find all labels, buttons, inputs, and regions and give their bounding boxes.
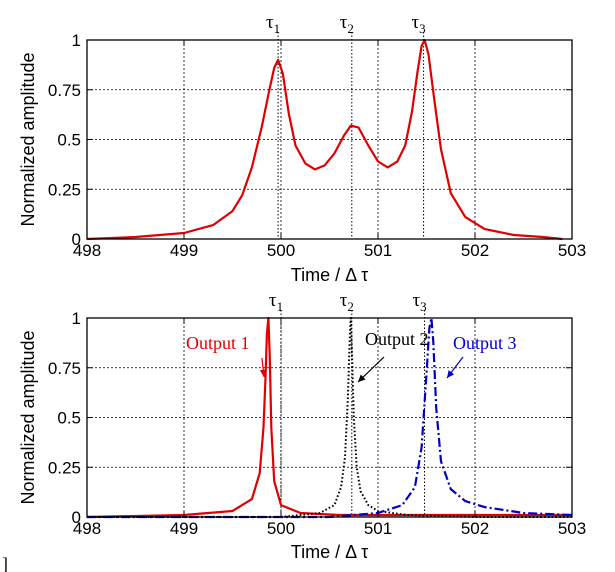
tau-marker-label: τ3 bbox=[412, 12, 426, 36]
chart-panel-2: τ1 τ2 τ3 498 499 500 501 502 503 0 0.25 0.5 0.75 1 Tim… bbox=[18, 290, 586, 562]
stray-bracket: ] bbox=[2, 554, 8, 572]
y-tick-label: 1 bbox=[72, 309, 81, 328]
x-tick-label: 501 bbox=[364, 519, 392, 538]
tau-marker-label: τ1 bbox=[266, 12, 280, 36]
y-axis-label: Normalized amplitude bbox=[18, 52, 38, 226]
y-axis-label: Normalized amplitude bbox=[18, 330, 38, 504]
x-axis-label: Time / Δ τ bbox=[291, 265, 368, 285]
annotation-label: Output 3 bbox=[453, 333, 517, 353]
x-axis-label: Time / Δ τ bbox=[291, 542, 368, 562]
tau-marker-label: τ1 bbox=[269, 290, 283, 314]
x-tick-label: 498 bbox=[73, 519, 101, 538]
tau-marker-label: τ2 bbox=[340, 290, 354, 314]
y-tick-label: 0.5 bbox=[57, 409, 81, 428]
y-tick-label: 0.75 bbox=[48, 359, 81, 378]
x-tick-label: 502 bbox=[461, 519, 489, 538]
tau-marker-label: τ2 bbox=[340, 12, 354, 36]
x-tick-label: 501 bbox=[364, 241, 392, 260]
x-tick-label: 499 bbox=[170, 519, 198, 538]
series-line-3 bbox=[87, 316, 573, 519]
y-tick-label: 0.25 bbox=[48, 458, 81, 477]
y-tick-label: 0.5 bbox=[57, 131, 81, 150]
y-tick-label: 0.25 bbox=[48, 180, 81, 199]
annotation-arrowhead bbox=[358, 374, 366, 382]
x-tick-label: 499 bbox=[170, 241, 198, 260]
x-tick-label: 498 bbox=[73, 241, 101, 260]
annotation-label: Output 1 bbox=[186, 333, 250, 353]
x-tick-label: 500 bbox=[267, 519, 295, 538]
y-tick-label: 0.75 bbox=[48, 81, 81, 100]
series-line-1 bbox=[86, 38, 563, 241]
chart-panel-1: τ1 τ2 τ3 498 499 500 501 502 503 0 0.25 0.5 0.75 1 Tim… bbox=[18, 12, 586, 285]
y-tick-label: 0 bbox=[72, 508, 81, 527]
y-tick-label: 1 bbox=[72, 31, 81, 50]
x-tick-label: 502 bbox=[461, 241, 489, 260]
annotation-arrowhead bbox=[447, 370, 455, 378]
x-tick-label: 503 bbox=[558, 519, 586, 538]
annotation-label: Output 2 bbox=[365, 329, 429, 349]
y-tick-label: 0 bbox=[72, 230, 81, 249]
annotation-arrowhead bbox=[259, 369, 267, 377]
x-tick-label: 503 bbox=[558, 241, 586, 260]
tau-marker-label: τ3 bbox=[412, 290, 426, 314]
x-tick-label: 500 bbox=[267, 241, 295, 260]
series-line-2 bbox=[87, 317, 572, 518]
